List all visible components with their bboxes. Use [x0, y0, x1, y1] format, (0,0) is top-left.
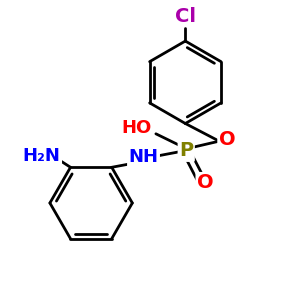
Text: O: O [197, 173, 214, 193]
Text: NH: NH [128, 148, 158, 166]
Text: Cl: Cl [175, 7, 196, 26]
Text: H₂N: H₂N [23, 148, 61, 166]
Text: HO: HO [122, 119, 152, 137]
Text: P: P [179, 141, 193, 160]
Text: O: O [219, 130, 236, 149]
